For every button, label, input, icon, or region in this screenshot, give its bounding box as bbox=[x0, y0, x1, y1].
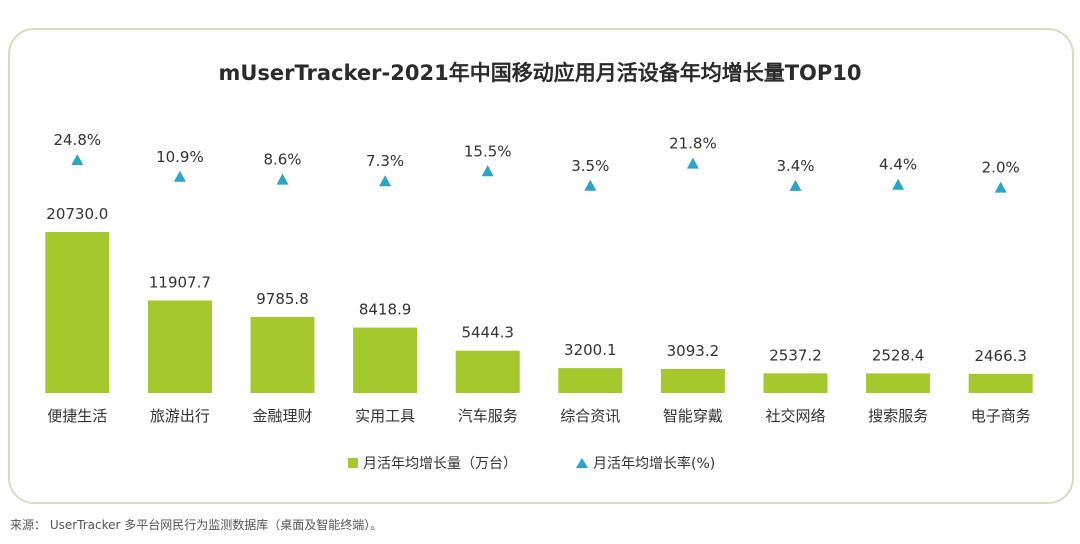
bar-9 bbox=[968, 373, 1033, 393]
x-tick-label-0: 便捷生活 bbox=[47, 407, 107, 425]
legend: 月活年均增长量（万台） 月活年均增长率(%) bbox=[348, 455, 715, 472]
rate-value-label-2: 8.6% bbox=[263, 151, 301, 169]
legend-bar-swatch bbox=[348, 458, 358, 468]
rate-value-label-1: 10.9% bbox=[156, 148, 204, 166]
bar-0 bbox=[45, 232, 110, 393]
bar-4 bbox=[455, 350, 520, 393]
bar-value-label-2: 9785.8 bbox=[256, 290, 309, 308]
x-tick-label-3: 实用工具 bbox=[355, 407, 415, 425]
x-tick-label-4: 汽车服务 bbox=[458, 407, 518, 425]
legend-bar-label: 月活年均增长量（万台） bbox=[363, 456, 517, 472]
bar-6 bbox=[660, 369, 725, 393]
bar-value-label-0: 20730.0 bbox=[46, 205, 108, 223]
x-tick-label-8: 搜索服务 bbox=[868, 407, 928, 425]
bar-2 bbox=[250, 317, 315, 393]
rate-value-label-9: 2.0% bbox=[982, 159, 1020, 177]
x-tick-label-9: 电子商务 bbox=[971, 407, 1031, 425]
rate-marker-9 bbox=[994, 181, 1007, 193]
bar-value-label-6: 3093.2 bbox=[667, 342, 720, 360]
bar-value-label-9: 2466.3 bbox=[974, 347, 1027, 365]
rate-value-label-3: 7.3% bbox=[366, 152, 404, 170]
bar-7 bbox=[763, 373, 828, 393]
bar-value-label-3: 8418.9 bbox=[359, 301, 412, 319]
bar-1 bbox=[147, 300, 212, 393]
rate-marker-6 bbox=[686, 157, 699, 169]
rate-marker-0 bbox=[71, 154, 84, 165]
rate-layer: 24.8% 10.9% 8.6% 7.3% 15.5% 3.5% 21.8% 3.4% 4.4%… bbox=[53, 131, 1020, 193]
rate-marker-2 bbox=[276, 173, 289, 185]
bar-3 bbox=[353, 327, 418, 393]
bar-value-label-4: 5444.3 bbox=[461, 324, 514, 342]
x-tick-label-7: 社交网络 bbox=[765, 407, 825, 425]
rate-value-label-8: 4.4% bbox=[879, 156, 917, 174]
rate-marker-5 bbox=[584, 179, 597, 191]
x-tick-label-5: 综合资讯 bbox=[560, 407, 620, 425]
bar-8 bbox=[866, 373, 931, 393]
legend-triangle-icon bbox=[576, 458, 588, 468]
rate-marker-3 bbox=[379, 175, 392, 187]
x-tick-label-1: 旅游出行 bbox=[150, 407, 210, 425]
chart-card bbox=[8, 28, 1074, 504]
rate-value-label-5: 3.5% bbox=[571, 157, 609, 175]
x-tick-label-6: 智能穿戴 bbox=[663, 407, 723, 425]
bar-value-label-8: 2528.4 bbox=[872, 346, 925, 364]
rate-value-label-4: 15.5% bbox=[464, 142, 512, 160]
x-tick-label-2: 金融理财 bbox=[252, 407, 312, 425]
bar-line-chart: mUserTracker-2021年中国移动应用月活设备年均增长量TOP10 2… bbox=[45, 61, 1033, 472]
rate-value-label-7: 3.4% bbox=[776, 157, 814, 175]
bars-layer: 20730.0 11907.7 9785.8 8418.9 5444.3 3200.1 30… bbox=[45, 205, 1033, 393]
rate-marker-1 bbox=[173, 170, 186, 182]
rate-marker-4 bbox=[481, 165, 494, 177]
x-tick-labels: 便捷生活 旅游出行 金融理财 实用工具 汽车服务 综合资讯 智能穿戴 社交网络 搜索服务 电子商务 bbox=[47, 407, 1030, 425]
rate-value-label-6: 21.8% bbox=[669, 135, 717, 153]
legend-rate-label: 月活年均增长率(%) bbox=[593, 455, 715, 472]
bar-value-label-7: 2537.2 bbox=[769, 346, 822, 364]
bar-value-label-1: 11907.7 bbox=[149, 274, 211, 292]
rate-marker-8 bbox=[892, 178, 905, 190]
source-note: 来源： UserTracker 多平台网民行为监测数据库（桌面及智能终端）。 bbox=[10, 518, 383, 532]
chart-title: mUserTracker-2021年中国移动应用月活设备年均增长量TOP10 bbox=[219, 61, 862, 85]
bar-5 bbox=[558, 368, 623, 393]
rate-marker-7 bbox=[789, 179, 802, 191]
bar-value-label-5: 3200.1 bbox=[564, 341, 617, 359]
rate-value-label-0: 24.8% bbox=[53, 131, 101, 149]
